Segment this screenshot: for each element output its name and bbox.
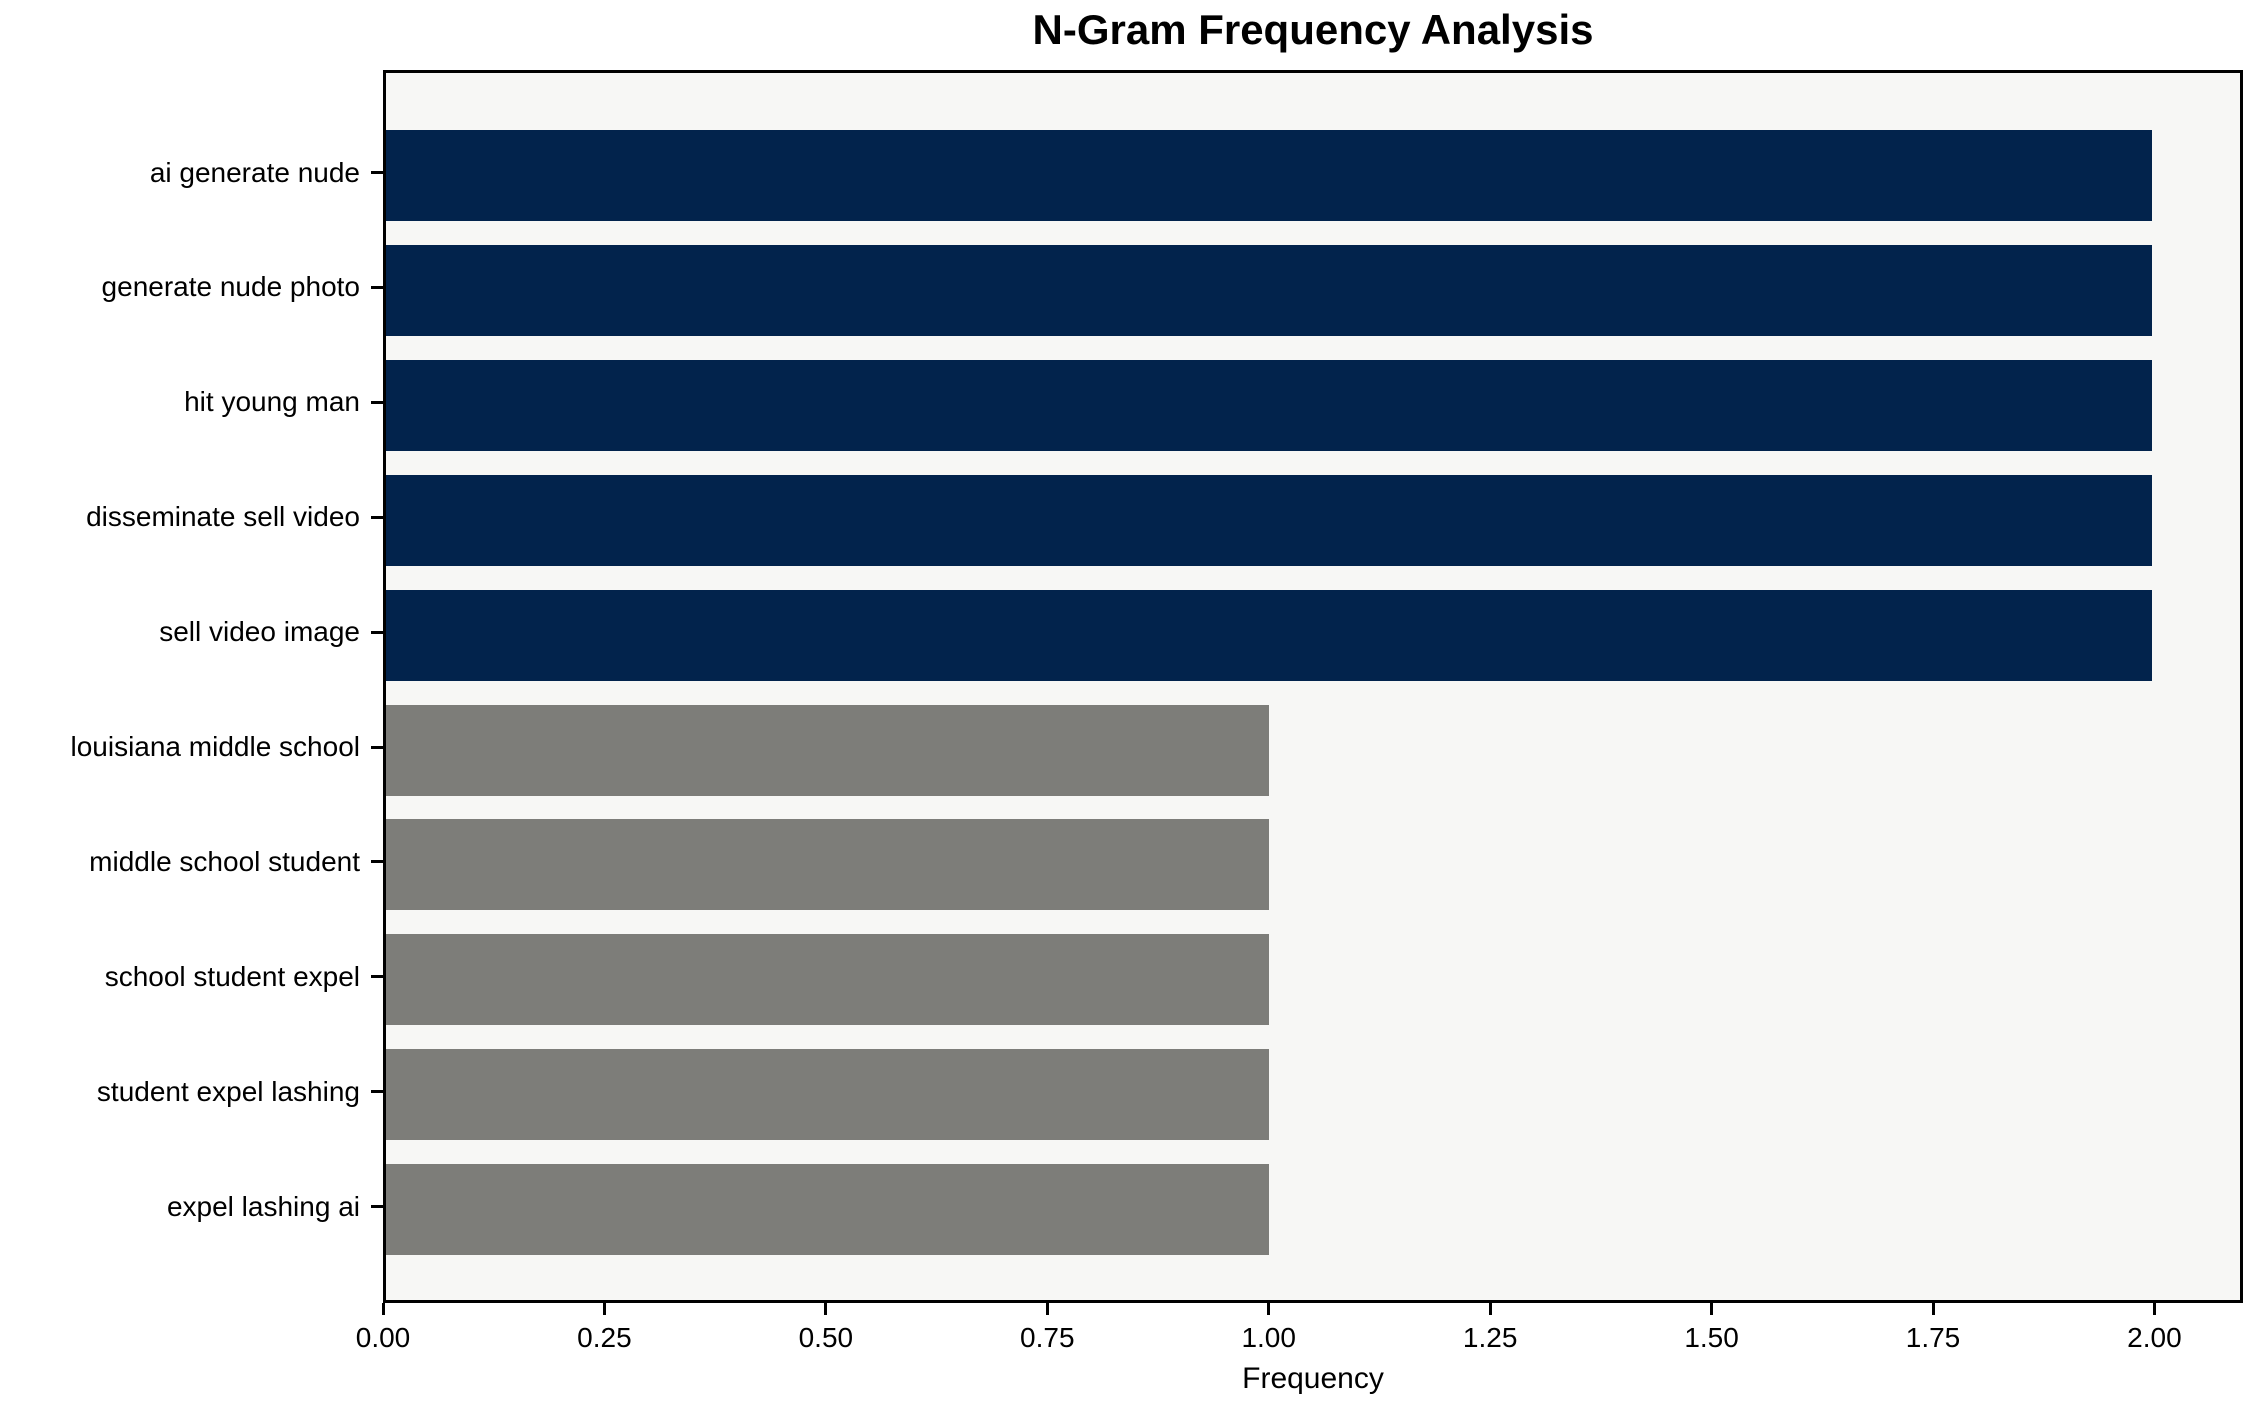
bar-middle-school-student (386, 819, 1269, 911)
bar-sell-video-image (386, 589, 2152, 681)
y-tick-mark (371, 515, 383, 519)
plot-area (383, 70, 2243, 1303)
x-tick-mark (1267, 1303, 1271, 1315)
y-tick-label: expel lashing ai (166, 1190, 360, 1222)
bar-ai-generate-nude (386, 130, 2152, 221)
bar-expel-lashing-ai (386, 1164, 1269, 1256)
y-tick-label: generate nude photo (101, 271, 360, 303)
x-tick-mark (1710, 1303, 1714, 1315)
y-tick-label: ai generate nude (149, 156, 360, 188)
x-tick-label: 0.50 (798, 1322, 854, 1353)
y-tick-mark (371, 400, 383, 404)
x-tick-mark (381, 1303, 385, 1315)
chart-title: N-Gram Frequency Analysis (1032, 6, 1594, 53)
x-tick-mark (1931, 1303, 1935, 1315)
y-tick-label: louisiana middle school (70, 731, 360, 762)
y-tick-label: disseminate sell video (86, 501, 360, 533)
y-tick-label: school student expel (104, 960, 360, 992)
y-tick-mark (371, 975, 383, 979)
x-tick-label: 0.75 (1020, 1322, 1075, 1353)
x-axis-label: Frequency (1242, 1362, 1384, 1395)
y-tick-label: sell video image (159, 616, 360, 648)
x-tick-label: 0.00 (355, 1322, 411, 1353)
bar-school-student-expel (386, 934, 1269, 1026)
x-tick-label: 1.50 (1684, 1322, 1739, 1353)
y-tick-mark (371, 1205, 383, 1209)
y-tick-mark (371, 860, 383, 864)
x-tick-label: 1.75 (1905, 1322, 1961, 1353)
x-tick-mark (602, 1303, 606, 1315)
bar-student-expel-lashing (386, 1049, 1269, 1141)
y-tick-mark (371, 285, 383, 289)
y-tick-mark (371, 630, 383, 634)
bar-disseminate-sell-video (386, 474, 2152, 566)
x-tick-mark (2152, 1303, 2156, 1315)
y-tick-label: student expel lashing (96, 1075, 360, 1107)
bar-generate-nude-photo (386, 244, 2152, 336)
x-tick-label: 1.00 (1241, 1322, 1296, 1353)
y-tick-label: middle school student (89, 845, 360, 877)
bar-louisiana-middle-school (386, 704, 1269, 796)
x-tick-label: 0.25 (577, 1322, 632, 1353)
y-tick-label: hit young man (184, 386, 360, 418)
y-tick-mark (371, 171, 383, 174)
x-tick-mark (824, 1303, 828, 1315)
y-tick-mark (371, 745, 383, 749)
y-tick-mark (371, 1090, 383, 1094)
x-tick-label: 2.00 (2127, 1322, 2182, 1353)
bar-hit-young-man (386, 359, 2152, 451)
x-tick-label: 1.25 (1462, 1322, 1518, 1353)
x-tick-mark (1045, 1303, 1049, 1315)
x-tick-mark (1488, 1303, 1492, 1315)
